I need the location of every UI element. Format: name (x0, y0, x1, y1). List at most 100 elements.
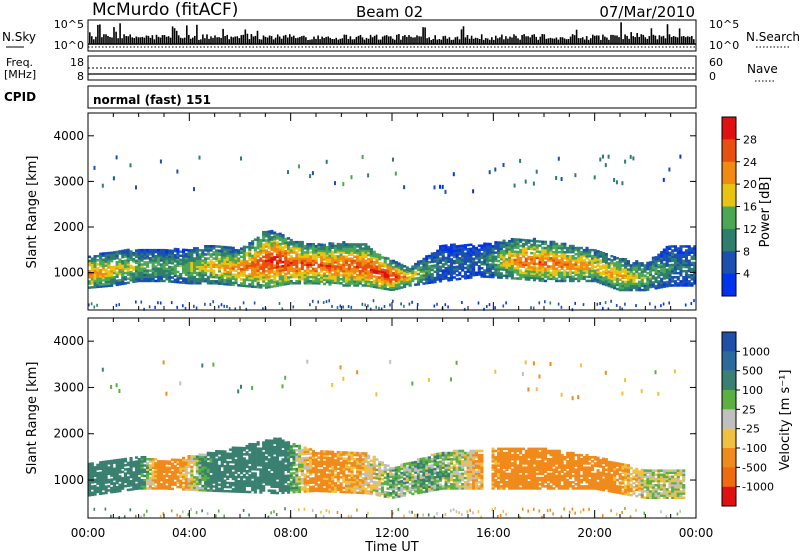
echo-cell (137, 279, 141, 283)
echo-cell (275, 263, 279, 267)
echo-cell (251, 488, 255, 492)
echo-cell (521, 247, 525, 250)
echo-cell (472, 247, 476, 250)
echo-cell (624, 264, 628, 267)
echo-cell (538, 244, 542, 247)
echo-cell (104, 280, 108, 284)
echo-cell (231, 450, 235, 454)
echo-cell (234, 488, 238, 491)
echo-cell (530, 266, 534, 269)
echo-cell (242, 284, 246, 288)
echo-cell (115, 265, 119, 268)
echo-cell (596, 270, 600, 274)
noise-bar (101, 37, 103, 44)
echo-cell (651, 264, 655, 268)
echo-cell (90, 261, 94, 264)
echo-cell (212, 485, 216, 488)
echo-cell (115, 254, 119, 258)
echo-cell (88, 286, 92, 289)
echo-cell (240, 475, 244, 479)
echo-cell (90, 487, 94, 490)
echo-cell (198, 267, 202, 271)
echo-cell (223, 514, 225, 518)
echo-cell (596, 280, 600, 284)
echo-cell (342, 243, 346, 246)
echo-cell (273, 256, 277, 259)
echo-cell (135, 468, 139, 472)
echo-cell (198, 275, 202, 279)
echo-cell (176, 513, 178, 517)
echo-cell (400, 263, 404, 267)
echo-cell (303, 263, 307, 266)
noise-bar (583, 39, 586, 44)
echo-cell (339, 265, 343, 269)
echo-cell (497, 272, 501, 275)
echo-cell (582, 253, 586, 256)
echo-cell (148, 487, 152, 490)
echo-cell (190, 271, 194, 275)
echo-cell (187, 477, 191, 481)
echo-cell (132, 465, 136, 468)
echo-cell (358, 251, 362, 254)
echo-cell (494, 259, 498, 263)
echo-cell (99, 269, 103, 272)
echo-cell (273, 445, 277, 449)
echo-cell (552, 271, 556, 274)
echo-cell (557, 302, 560, 306)
echo-cell (267, 285, 271, 289)
echo-cell (309, 257, 313, 260)
echo-cell (123, 259, 127, 262)
echo-cell (262, 441, 266, 444)
echo-cell (394, 273, 398, 276)
echo-cell (231, 467, 235, 470)
echo-cell (632, 268, 636, 271)
echo-cell (389, 266, 393, 269)
echo-cell (546, 246, 550, 250)
echo-cell (112, 275, 116, 279)
echo-cell (322, 264, 326, 267)
echo-cell (358, 255, 362, 258)
echo-cell (151, 269, 155, 272)
echo-cell (256, 478, 260, 482)
echo-cell (118, 487, 122, 491)
echo-cell (270, 268, 274, 272)
echo-cell (342, 284, 346, 287)
echo-cell (259, 273, 263, 277)
echo-cell (123, 263, 127, 267)
noise-bar (680, 36, 683, 44)
echo-cell (115, 475, 119, 479)
echo-cell (267, 232, 271, 235)
echo-cell (223, 479, 227, 482)
echo-cell (687, 280, 691, 283)
echo-cell (624, 302, 626, 306)
echo-cell (107, 260, 111, 263)
echo-cell (295, 247, 299, 250)
echo-cell (477, 250, 481, 254)
echo-cell (107, 282, 111, 286)
echo-cell (140, 255, 144, 258)
echo-cell (159, 301, 162, 305)
echo-cell (206, 485, 210, 488)
echo-cell (217, 274, 221, 277)
echo-cell (450, 276, 454, 280)
echo-cell (491, 271, 495, 275)
noise-bar (497, 38, 499, 44)
echo-cell (104, 472, 108, 476)
echo-cell (541, 250, 545, 254)
echo-cell (657, 255, 661, 259)
echo-cell (621, 282, 625, 286)
echo-cell (165, 261, 169, 264)
echo-cell (242, 490, 246, 494)
echo-cell (151, 267, 155, 270)
echo-cell (364, 276, 368, 279)
noise-bar (515, 35, 517, 44)
echo-cell (411, 300, 413, 304)
noise-bar (200, 39, 202, 44)
echo-cell (682, 253, 686, 256)
echo-cell (275, 274, 279, 277)
echo-cell (386, 257, 390, 260)
noise-bar (194, 35, 196, 44)
echo-cell (524, 241, 528, 244)
echo-cell (275, 439, 279, 443)
echo-cell (206, 512, 209, 516)
